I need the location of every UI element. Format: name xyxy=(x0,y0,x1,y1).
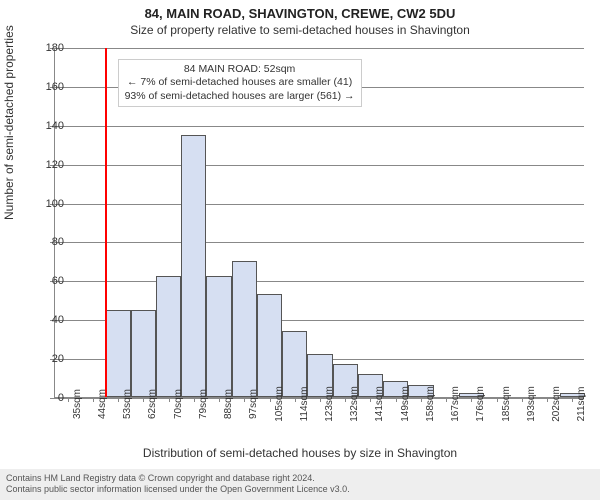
y-tick-label: 80 xyxy=(34,236,64,248)
histogram-bar xyxy=(232,261,257,397)
y-tick-label: 140 xyxy=(34,120,64,132)
x-axis-label: Distribution of semi-detached houses by … xyxy=(0,446,600,460)
annotation-line1: 84 MAIN ROAD: 52sqm xyxy=(125,63,355,77)
gridline xyxy=(55,281,584,282)
histogram-bar xyxy=(181,135,206,398)
gridline xyxy=(55,48,584,49)
y-tick-label: 40 xyxy=(34,314,64,326)
title-main: 84, MAIN ROAD, SHAVINGTON, CREWE, CW2 5D… xyxy=(0,0,600,21)
histogram-bar xyxy=(257,294,282,397)
y-tick-label: 160 xyxy=(34,81,64,93)
footer-line2: Contains public sector information licen… xyxy=(6,484,594,496)
title-sub: Size of property relative to semi-detach… xyxy=(0,21,600,37)
x-tick-label: 158sqm xyxy=(425,386,436,422)
annotation-line3: 93% of semi-detached houses are larger (… xyxy=(125,90,355,104)
x-tick-label: 35sqm xyxy=(72,389,83,419)
x-tick-label: 176sqm xyxy=(475,386,486,422)
footer: Contains HM Land Registry data © Crown c… xyxy=(0,469,600,500)
y-tick-label: 120 xyxy=(34,159,64,171)
footer-line1: Contains HM Land Registry data © Crown c… xyxy=(6,473,594,485)
histogram-bar xyxy=(156,276,181,397)
y-tick-label: 20 xyxy=(34,353,64,365)
y-tick-label: 100 xyxy=(34,198,64,210)
y-axis-label: Number of semi-detached properties xyxy=(2,25,16,220)
chart-area: 35sqm44sqm53sqm62sqm70sqm79sqm88sqm97sqm… xyxy=(54,48,584,398)
x-tick-label: 167sqm xyxy=(450,386,461,422)
x-tick-label: 202sqm xyxy=(551,386,562,422)
x-tick-label: 185sqm xyxy=(501,386,512,422)
annotation-line2: ← 7% of semi-detached houses are smaller… xyxy=(125,76,355,90)
gridline xyxy=(55,165,584,166)
y-tick-label: 60 xyxy=(34,275,64,287)
histogram-bar xyxy=(131,310,156,398)
y-tick-label: 0 xyxy=(34,392,64,404)
annotation-box: 84 MAIN ROAD: 52sqm ← 7% of semi-detache… xyxy=(118,59,362,108)
marker-line xyxy=(105,48,107,397)
gridline xyxy=(55,242,584,243)
y-tick-label: 180 xyxy=(34,42,64,54)
x-tick-label: 193sqm xyxy=(526,386,537,422)
histogram-bar xyxy=(105,310,130,398)
gridline xyxy=(55,126,584,127)
gridline xyxy=(55,204,584,205)
histogram-bar xyxy=(206,276,231,397)
x-tick-label: 211sqm xyxy=(576,387,587,422)
